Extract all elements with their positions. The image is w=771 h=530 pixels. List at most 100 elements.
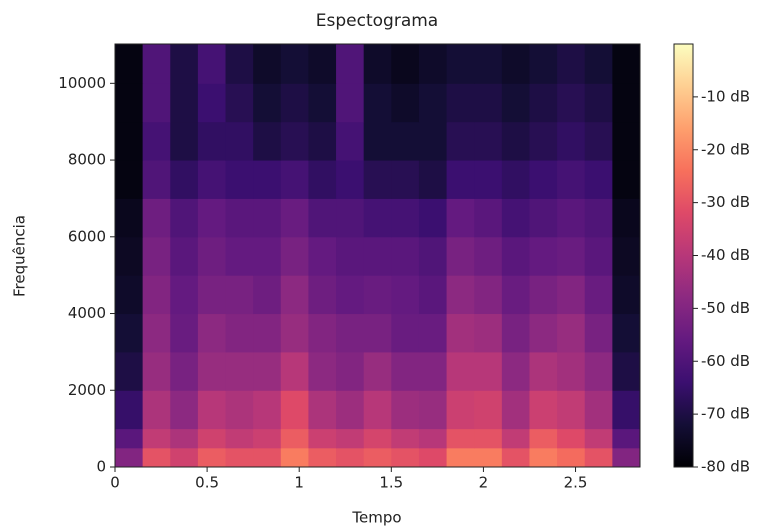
heat-cell (336, 275, 365, 315)
heat-cell (253, 121, 282, 161)
heat-cell (308, 313, 337, 353)
heat-cell (584, 275, 613, 315)
heat-cell (308, 275, 337, 315)
heat-cell (115, 390, 144, 430)
colorbar-tick-label: -70 dB (701, 405, 750, 423)
heat-cell (280, 390, 309, 430)
heat-cell (557, 447, 586, 468)
heat-cell (142, 428, 171, 449)
heat-cell (474, 121, 503, 161)
heat-cell (529, 428, 558, 449)
heat-cell (501, 390, 530, 430)
heat-cell (197, 121, 227, 161)
heat-cell (363, 351, 392, 391)
heat-cell (391, 313, 420, 353)
heat-cell (170, 160, 199, 199)
colorbar-tick-label: -60 dB (701, 352, 750, 370)
heat-cell (253, 275, 282, 315)
heat-cell (529, 351, 558, 391)
heat-cell (446, 198, 475, 238)
heat-cell (170, 428, 199, 449)
heat-cell (336, 160, 365, 199)
colorbar-tick-label: -30 dB (701, 193, 750, 211)
heat-cell (170, 236, 199, 276)
heat-cell (280, 198, 309, 238)
heat-cell (529, 275, 558, 315)
heat-cell (308, 198, 337, 238)
heat-cell (391, 447, 420, 468)
heat-cell (197, 275, 227, 315)
y-tick-label: 10000 (58, 74, 106, 92)
heat-cell (225, 351, 254, 391)
heat-cell (557, 351, 586, 391)
heat-cell (280, 44, 309, 84)
heat-cell (336, 351, 365, 391)
heat-cell (363, 160, 392, 199)
x-tick-label: 1 (294, 474, 304, 492)
heat-cell (308, 44, 337, 84)
heat-cell (336, 83, 365, 123)
heat-cell (446, 447, 475, 468)
heat-cell (308, 83, 337, 123)
heat-cell (557, 83, 586, 123)
x-tick-label: 0 (110, 474, 120, 492)
heat-cell (363, 236, 392, 276)
heat-cell (115, 121, 144, 161)
heat-cell (363, 44, 392, 84)
heat-cell (501, 428, 530, 449)
heat-cell (170, 390, 199, 430)
heat-cell (253, 351, 282, 391)
heat-cell (391, 236, 420, 276)
heat-cell (336, 447, 365, 468)
heat-cell (308, 428, 337, 449)
heat-cell (446, 351, 475, 391)
heat-cell (197, 313, 227, 353)
heat-cell (418, 390, 448, 430)
heat-cell (142, 447, 171, 468)
heat-cell (529, 160, 558, 199)
y-tick-label: 2000 (68, 381, 106, 399)
heat-cell (529, 390, 558, 430)
heat-cell (501, 447, 530, 468)
heat-cell (418, 351, 448, 391)
heat-cell (363, 83, 392, 123)
heat-cell (529, 121, 558, 161)
heat-cell (115, 447, 144, 468)
heat-cell (391, 121, 420, 161)
heat-cell (584, 351, 613, 391)
heat-cell (446, 313, 475, 353)
heat-cell (612, 83, 641, 123)
heat-cell (584, 198, 613, 238)
heat-cell (170, 198, 199, 238)
heat-cell (446, 160, 475, 199)
heat-cell (280, 121, 309, 161)
heat-cell (363, 121, 392, 161)
heat-cell (612, 275, 641, 315)
heat-cell (612, 428, 641, 449)
heat-cell (529, 313, 558, 353)
heat-cell (391, 160, 420, 199)
heat-cell (391, 428, 420, 449)
heat-cell (170, 275, 199, 315)
colorbar (673, 43, 694, 468)
heat-cell (253, 428, 282, 449)
heat-cell (225, 275, 254, 315)
heat-cell (280, 160, 309, 199)
heat-cell (584, 428, 613, 449)
heat-cell (446, 44, 475, 84)
heat-cell (253, 390, 282, 430)
heat-cell (225, 198, 254, 238)
heat-cell (308, 160, 337, 199)
heat-cell (115, 236, 144, 276)
heat-cell (612, 160, 641, 199)
heat-cell (418, 275, 448, 315)
heat-cell (418, 198, 448, 238)
heat-cell (363, 198, 392, 238)
x-tick-label: 1.5 (379, 474, 403, 492)
heat-cell (225, 428, 254, 449)
heat-cell (115, 44, 144, 84)
heat-cell (501, 313, 530, 353)
heat-cell (225, 447, 254, 468)
heat-cell (391, 351, 420, 391)
